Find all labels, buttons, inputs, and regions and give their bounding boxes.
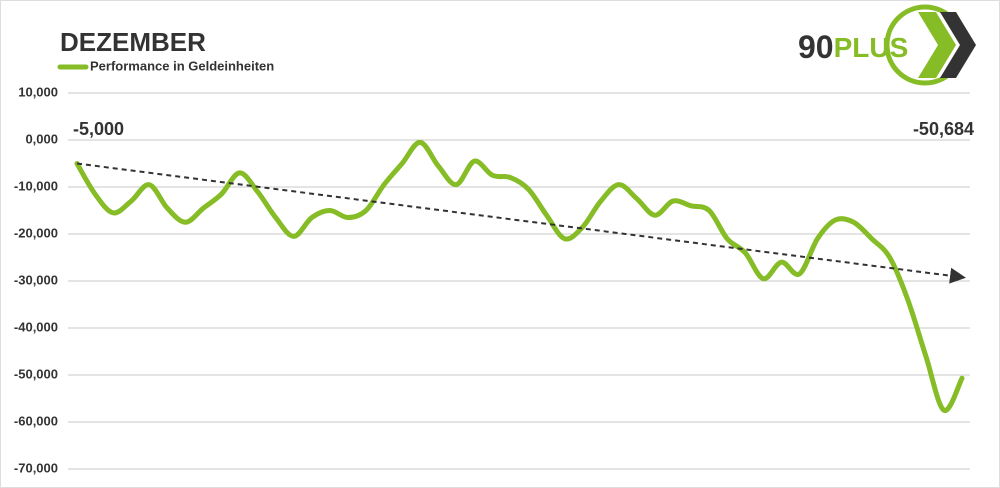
y-tick-label: 10,000 xyxy=(18,84,58,99)
y-tick-label: -10,000 xyxy=(14,178,58,193)
y-tick-label: -70,000 xyxy=(14,460,58,475)
logo-chevron xyxy=(940,12,976,78)
y-tick-label: -50,000 xyxy=(14,366,58,381)
logo: 90PLUS xyxy=(798,4,976,86)
trend-line xyxy=(76,162,966,284)
logo-part: PLUS xyxy=(834,32,909,63)
logo-chevron xyxy=(918,12,956,78)
y-tick-label: -60,000 xyxy=(14,413,58,428)
legend-label: Performance in Geldeinheiten xyxy=(90,58,274,73)
logo-text: 90PLUS xyxy=(798,29,908,65)
data-line xyxy=(74,139,965,413)
value-label: -5,000 xyxy=(73,119,124,139)
y-tick-label: -40,000 xyxy=(14,319,58,334)
chart-title: DEZEMBER xyxy=(60,27,206,57)
y-tick-label: 0,000 xyxy=(25,131,58,146)
value-label: -50,684 xyxy=(913,119,974,139)
y-tick-label: -30,000 xyxy=(14,272,58,287)
logo-part: 90 xyxy=(798,29,834,65)
y-tick-label: -20,000 xyxy=(14,225,58,240)
